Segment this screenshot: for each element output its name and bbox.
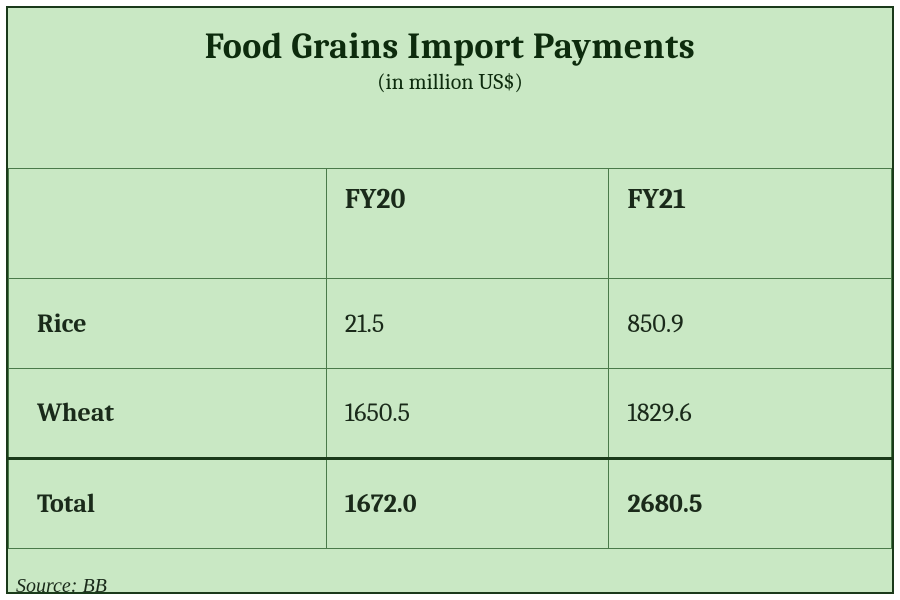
table-header-row: FY20 FY21 xyxy=(9,169,892,279)
data-table: FY20 FY21 Rice 21.5 850.9 Wheat 1650.5 1… xyxy=(8,168,892,549)
row-label-total: Total xyxy=(9,459,327,549)
cell-total-fy21: 2680.5 xyxy=(609,459,892,549)
cell-rice-fy20: 21.5 xyxy=(326,279,609,369)
title-block: Food Grains Import Payments (in million … xyxy=(8,8,892,168)
header-blank xyxy=(9,169,327,279)
table-row: Wheat 1650.5 1829.6 xyxy=(9,369,892,459)
source-text: Source: BB xyxy=(16,575,107,598)
cell-rice-fy21: 850.9 xyxy=(609,279,892,369)
table-total-row: Total 1672.0 2680.5 xyxy=(9,459,892,549)
cell-wheat-fy20: 1650.5 xyxy=(326,369,609,459)
table-frame: Food Grains Import Payments (in million … xyxy=(6,6,894,594)
row-label-rice: Rice xyxy=(9,279,327,369)
cell-wheat-fy21: 1829.6 xyxy=(609,369,892,459)
header-fy20: FY20 xyxy=(326,169,609,279)
row-label-wheat: Wheat xyxy=(9,369,327,459)
chart-title: Food Grains Import Payments xyxy=(8,26,892,67)
chart-subtitle: (in million US$) xyxy=(8,69,892,95)
table-row: Rice 21.5 850.9 xyxy=(9,279,892,369)
cell-total-fy20: 1672.0 xyxy=(326,459,609,549)
header-fy21: FY21 xyxy=(609,169,892,279)
